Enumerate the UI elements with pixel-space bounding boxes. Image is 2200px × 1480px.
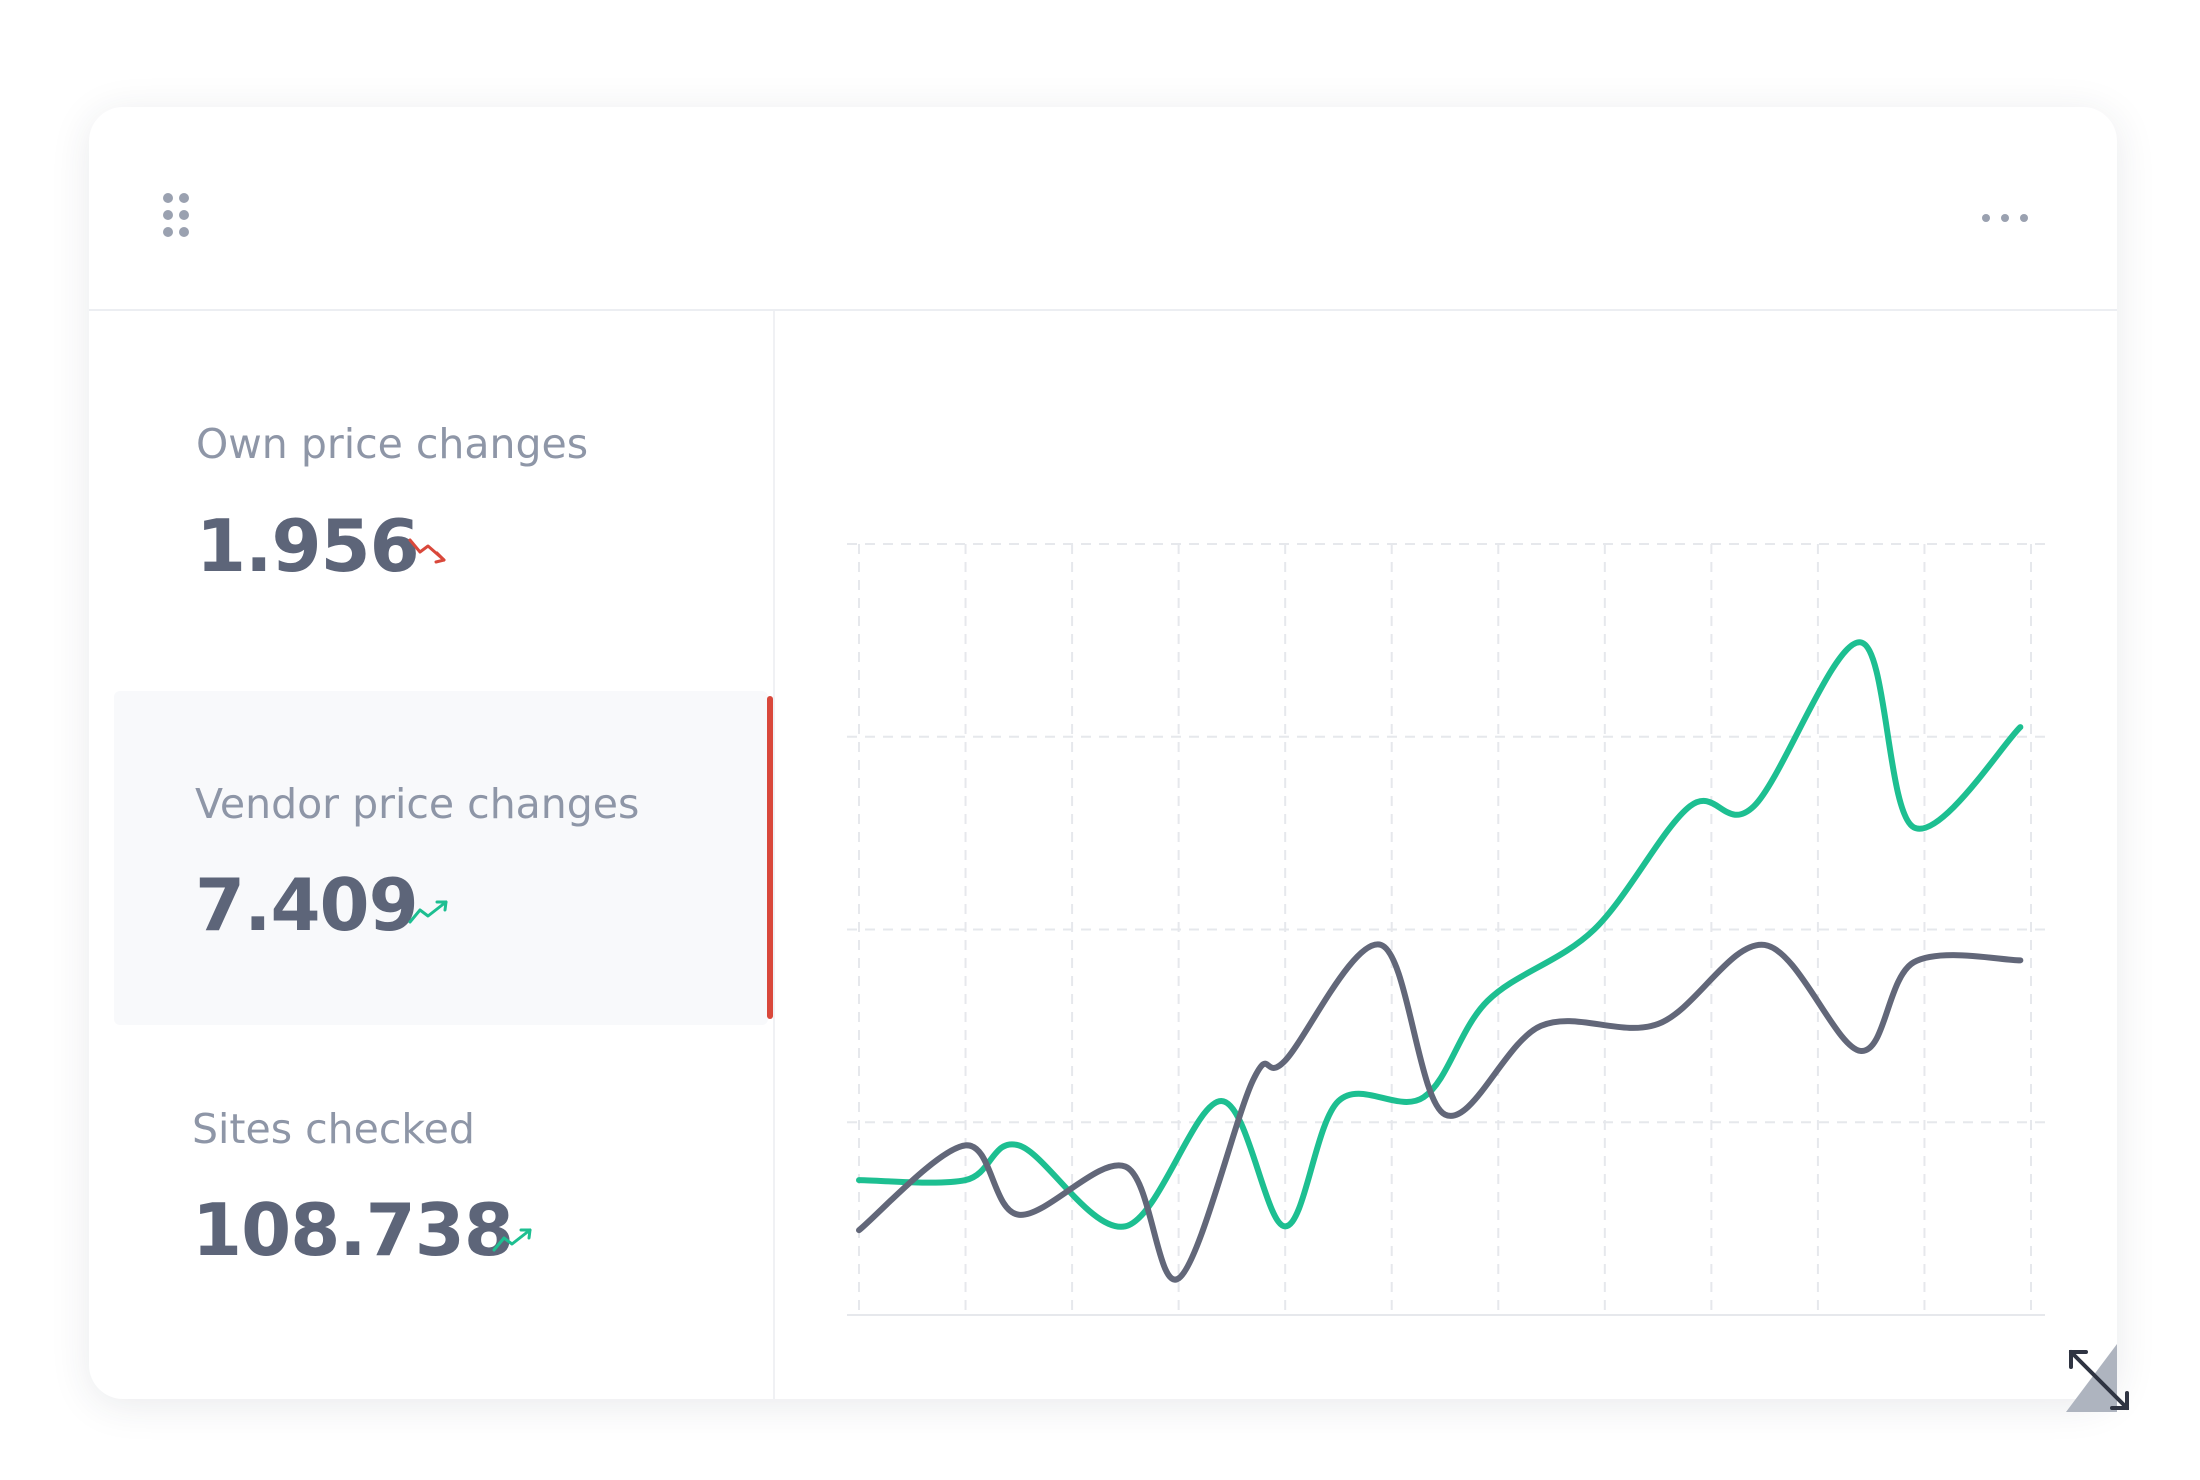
chart-area (847, 543, 2045, 1316)
metric-value: 1.956 (196, 504, 420, 588)
metric-sites[interactable]: Sites checked 108.738 (114, 1080, 768, 1380)
data-line (856, 941, 2024, 1283)
resize-corner[interactable] (2066, 1344, 2117, 1412)
header-separator (89, 309, 2117, 311)
metric-value: 7.409 (195, 863, 419, 947)
trend-up-icon (435, 900, 448, 912)
metric-own[interactable]: Own price changes 1.956 (114, 400, 768, 670)
metric-label: Sites checked (192, 1105, 475, 1153)
expand-icon[interactable] (2069, 1350, 2129, 1410)
more-menu[interactable] (1982, 214, 2028, 222)
trend-up-icon (492, 1228, 532, 1252)
trend-up-icon (519, 1228, 532, 1240)
metric-label: Vendor price changes (195, 780, 640, 828)
active-indicator (767, 696, 773, 1019)
metric-label: Own price changes (196, 420, 589, 468)
metric-vendor[interactable]: Vendor price changes 7.409 (114, 691, 768, 1025)
panel-divider (773, 311, 775, 1399)
metric-value: 108.738 (192, 1188, 514, 1272)
trend-up-icon (408, 900, 448, 924)
data-line (856, 639, 2024, 1230)
trend-down-icon (434, 551, 446, 564)
drag-handle[interactable] (163, 193, 189, 237)
